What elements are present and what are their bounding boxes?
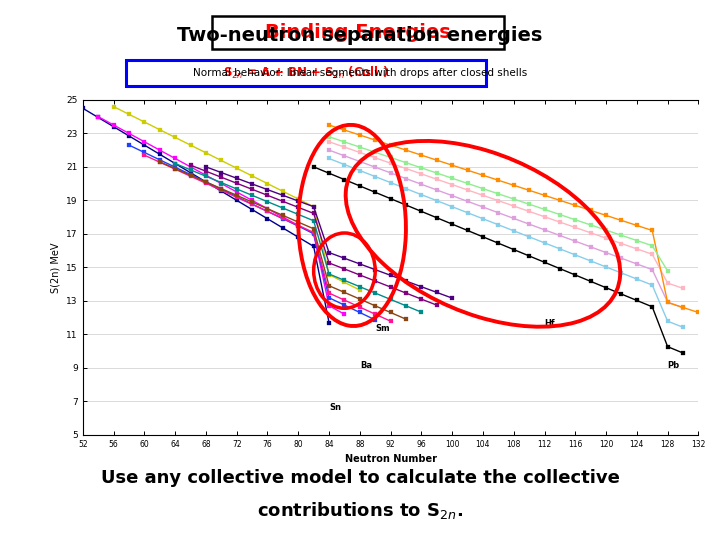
Text: Pb: Pb (667, 361, 680, 370)
Text: Binding Energies: Binding Energies (266, 23, 451, 42)
Text: Use any collective model to calculate the collective: Use any collective model to calculate th… (101, 469, 619, 487)
Text: contributions to S$_{2n}$.: contributions to S$_{2n}$. (257, 500, 463, 521)
Text: Hf: Hf (544, 319, 555, 328)
Text: S$_{2n}$ = A + BN + S$_{2n}$ (Coll.): S$_{2n}$ = A + BN + S$_{2n}$ (Coll.) (223, 65, 389, 82)
Text: Two-neutron separation energies: Two-neutron separation energies (177, 25, 543, 45)
X-axis label: Neutron Number: Neutron Number (345, 454, 436, 464)
Y-axis label: S(2n) MeV: S(2n) MeV (51, 242, 61, 293)
Text: Sn: Sn (329, 403, 341, 411)
Text: Sm: Sm (375, 324, 390, 333)
Text: Ba: Ba (360, 361, 372, 370)
Text: Normal behavior: linear segments with drops after closed shells: Normal behavior: linear segments with dr… (193, 68, 527, 78)
